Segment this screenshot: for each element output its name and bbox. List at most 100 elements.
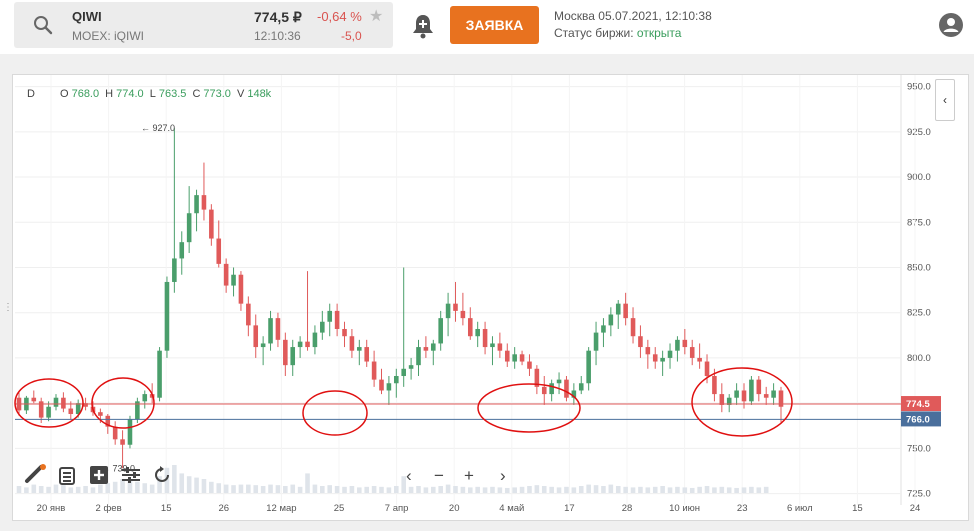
candle-body bbox=[697, 357, 702, 362]
volume-bar bbox=[231, 485, 236, 493]
x-tick-label: 6 июл bbox=[787, 503, 813, 514]
x-tick-label: 20 янв bbox=[37, 503, 66, 514]
low-value: 763.5 bbox=[158, 88, 187, 100]
volume-bar bbox=[209, 481, 214, 493]
candle-body bbox=[660, 357, 665, 362]
resize-handle[interactable]: ⋮ bbox=[3, 302, 13, 313]
bell-plus-icon[interactable] bbox=[408, 12, 438, 40]
y-tick-label: 925.0 bbox=[907, 127, 931, 138]
list-icon[interactable] bbox=[59, 467, 75, 485]
volume-bar bbox=[704, 486, 710, 493]
candle-body bbox=[453, 303, 458, 311]
candle-body bbox=[490, 343, 495, 348]
volume-bar bbox=[475, 486, 480, 493]
candle-body bbox=[689, 347, 695, 358]
volume-bar bbox=[712, 487, 717, 493]
ticker-symbol: QIWI bbox=[72, 9, 102, 24]
volume-bar bbox=[660, 486, 665, 493]
x-tick-label: 17 bbox=[564, 503, 575, 514]
add-indicator-icon[interactable] bbox=[89, 465, 109, 485]
volume-bar bbox=[645, 487, 651, 493]
candle-body bbox=[231, 274, 236, 286]
volume-bar bbox=[756, 487, 762, 493]
candle-body bbox=[223, 263, 229, 286]
exchange-status: Статус биржи: открыта bbox=[554, 26, 681, 40]
reset-icon[interactable] bbox=[152, 465, 172, 485]
candle-body bbox=[179, 242, 185, 259]
chevron-right-icon[interactable]: › bbox=[500, 466, 506, 485]
candle-body bbox=[31, 397, 37, 402]
candle-body bbox=[275, 318, 281, 340]
candle-body bbox=[268, 318, 273, 344]
volume-bar bbox=[519, 486, 525, 493]
high-annotation: ← 927.0 bbox=[141, 123, 175, 133]
candle-body bbox=[475, 328, 480, 337]
candle-body bbox=[120, 439, 125, 445]
candle-body bbox=[38, 401, 44, 418]
volume-bar bbox=[275, 485, 281, 493]
volume-bar bbox=[667, 487, 673, 493]
candle-body bbox=[305, 341, 310, 348]
y-tick-label: 825.0 bbox=[907, 308, 931, 319]
candle-body bbox=[334, 310, 340, 329]
candle-body bbox=[763, 394, 769, 398]
volume-bar bbox=[253, 485, 259, 493]
user-icon[interactable] bbox=[938, 12, 964, 38]
volume-bar bbox=[172, 465, 177, 493]
volume-bar bbox=[734, 487, 739, 493]
volume-bar bbox=[334, 486, 340, 493]
status-label: Статус биржи: bbox=[554, 26, 637, 40]
y-tick-label: 875.0 bbox=[907, 217, 931, 228]
period-label[interactable]: D bbox=[27, 88, 35, 100]
zoom-in-icon[interactable]: + bbox=[464, 466, 474, 485]
open-value: 768.0 bbox=[71, 88, 100, 100]
volume-bar bbox=[638, 486, 643, 493]
candle-body bbox=[364, 347, 370, 362]
search-icon[interactable] bbox=[32, 14, 54, 36]
quote-time: 12:10:36 bbox=[254, 29, 301, 43]
volume-bar bbox=[238, 484, 244, 493]
y-tick-label: 950.0 bbox=[907, 82, 931, 93]
candle-body bbox=[593, 332, 599, 351]
volume-bar bbox=[371, 486, 377, 493]
volume-bar bbox=[260, 486, 266, 493]
candle-body bbox=[246, 303, 251, 326]
volume-bar bbox=[527, 486, 532, 493]
candle-body bbox=[534, 368, 540, 387]
volume-bar bbox=[571, 487, 577, 493]
quote-panel[interactable]: QIWI MOEX: iQIWI 774,5 ₽ -0,64 % 12:10:3… bbox=[14, 2, 393, 48]
candle-body bbox=[105, 415, 111, 427]
candle-body bbox=[394, 376, 399, 384]
candlestick-chart[interactable]: 950.0925.0900.0875.0850.0825.0800.0775.0… bbox=[13, 75, 968, 520]
volume-value: 148k bbox=[247, 88, 272, 100]
highlight-ellipse bbox=[302, 390, 368, 436]
zoom-out-icon[interactable]: − bbox=[434, 466, 444, 485]
chart-panel: 950.0925.0900.0875.0850.0825.0800.0775.0… bbox=[12, 74, 969, 521]
volume-bar bbox=[423, 487, 429, 493]
order-button[interactable]: ЗАЯВКА bbox=[450, 6, 539, 44]
volume-bar bbox=[401, 476, 406, 493]
candle-body bbox=[675, 339, 680, 351]
collapse-panel-button[interactable]: ‹ bbox=[935, 79, 955, 121]
level-tag bbox=[901, 411, 941, 427]
chevron-left-icon[interactable]: ‹ bbox=[406, 466, 412, 485]
volume-bar bbox=[16, 486, 22, 493]
volume-bar bbox=[120, 479, 125, 493]
x-tick-label: 10 июн bbox=[669, 503, 700, 514]
volume-bar bbox=[601, 486, 606, 493]
x-tick-label: 15 bbox=[161, 503, 172, 514]
volume-bar bbox=[53, 484, 59, 493]
candle-body bbox=[438, 318, 443, 344]
volume-bar bbox=[149, 484, 155, 493]
pencil-icon[interactable] bbox=[23, 463, 47, 485]
candle-body bbox=[519, 354, 525, 362]
candle-body bbox=[771, 390, 776, 398]
volume-bar bbox=[305, 473, 310, 493]
volume-bar bbox=[268, 484, 273, 493]
candle-body bbox=[682, 339, 688, 348]
volume-bar bbox=[142, 483, 148, 493]
star-icon[interactable]: ★ bbox=[369, 8, 384, 25]
settings-icon[interactable] bbox=[121, 466, 141, 484]
x-tick-label: 25 bbox=[334, 503, 345, 514]
y-tick-label: 750.0 bbox=[907, 443, 931, 454]
